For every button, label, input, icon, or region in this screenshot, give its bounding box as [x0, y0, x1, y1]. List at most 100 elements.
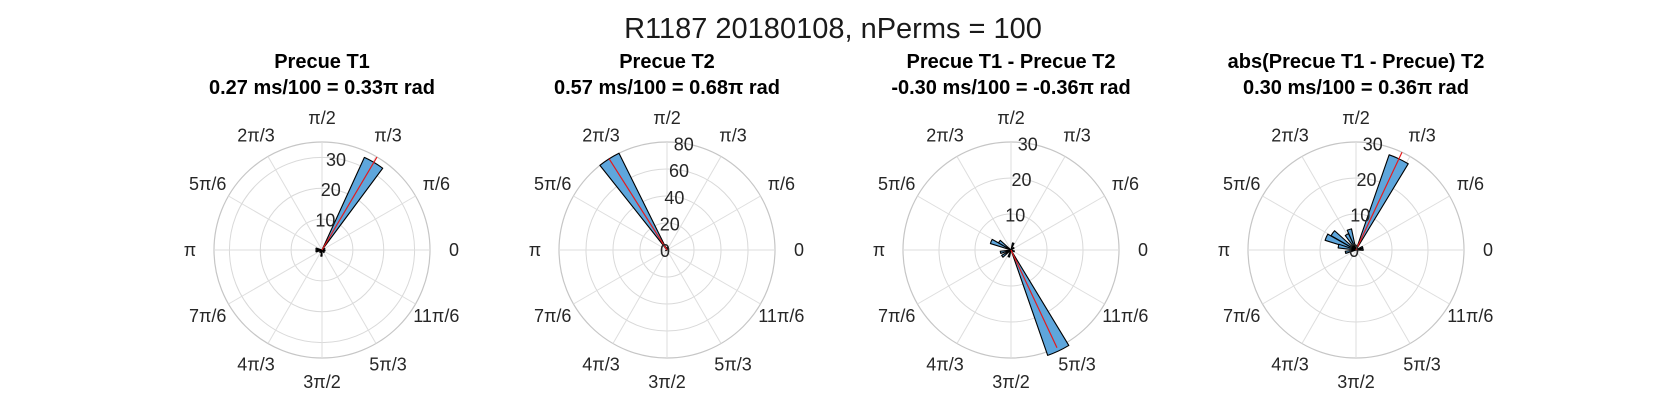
grid-spoke	[666, 156, 722, 251]
theta-tick-label: 5π/3	[1058, 354, 1095, 374]
polar-panel-1: Precue T1 0.27 ms/100 = 0.33π rad 0 π/6 π/…	[184, 51, 460, 392]
theta-tick-label: π/3	[374, 126, 401, 146]
theta-tick-label: π/3	[1063, 126, 1090, 146]
theta-tick-label: 5π/6	[878, 174, 915, 194]
grid-spoke	[666, 195, 761, 251]
mean-direction-line	[1010, 249, 1058, 348]
theta-tick-label: 3π/2	[992, 372, 1029, 392]
theta-tick-label: 5π/6	[189, 174, 226, 194]
grid-spoke	[612, 249, 668, 344]
theta-tick-label: π/2	[653, 108, 680, 128]
grid-spoke	[1010, 249, 1105, 305]
grid-spoke	[321, 195, 416, 251]
r-tick-label: 20	[660, 214, 680, 234]
histogram-bar	[1010, 242, 1015, 251]
grid-spoke	[1301, 249, 1357, 344]
grid-spoke	[1355, 249, 1450, 305]
theta-tick-label: 11π/6	[1447, 306, 1493, 326]
theta-tick-label: π/6	[768, 174, 795, 194]
theta-tick-label: π/2	[1342, 108, 1369, 128]
panel-subtitle: -0.30 ms/100 = -0.36π rad	[891, 77, 1130, 99]
theta-tick-label: 4π/3	[582, 354, 619, 374]
theta-tick-label: π/6	[423, 174, 450, 194]
mean-direction-line	[1355, 152, 1403, 251]
figure-title: R1187 20180108, nPerms = 100	[624, 13, 1042, 45]
histogram-bar	[1010, 249, 1070, 356]
r-tick-label: 20	[321, 180, 341, 200]
theta-tick-label: 5π/3	[1403, 354, 1440, 374]
panel-subtitle: 0.30 ms/100 = 0.36π rad	[1243, 77, 1469, 99]
theta-tick-label: π/2	[308, 108, 335, 128]
histogram-bar	[1355, 245, 1364, 251]
grid-spoke	[666, 249, 761, 305]
theta-tick-label: 3π/2	[1337, 372, 1374, 392]
theta-tick-label: 0	[794, 240, 804, 260]
theta-tick-label: 7π/6	[1223, 306, 1260, 326]
r-tick-label: 0	[660, 241, 670, 261]
histogram-bar	[999, 249, 1012, 254]
panel-subtitle: 0.57 ms/100 = 0.68π rad	[554, 77, 780, 99]
r-tick-label: 0	[1349, 241, 1359, 261]
polar-panel-4: abs(Precue T1 - Precue) T2 0.30 ms/100 =…	[1218, 51, 1494, 392]
theta-tick-label: 7π/6	[189, 306, 226, 326]
r-tick-label: 10	[1350, 206, 1370, 226]
theta-tick-label: 4π/3	[237, 354, 274, 374]
histogram-bar	[1007, 249, 1012, 258]
theta-tick-label: 11π/6	[1102, 306, 1148, 326]
grid-spoke	[917, 249, 1012, 305]
r-tick-label: 60	[669, 161, 689, 181]
panel-title: Precue T1	[274, 51, 370, 73]
panel-subtitle: 0.27 ms/100 = 0.33π rad	[209, 77, 435, 99]
grid-spoke	[1010, 195, 1105, 251]
grid-spoke	[321, 249, 377, 344]
histogram-bar	[1344, 233, 1357, 251]
theta-tick-label: 5π/3	[714, 354, 751, 374]
theta-tick-label: π/3	[719, 126, 746, 146]
theta-tick-label: 0	[1483, 240, 1493, 260]
grid-spoke	[1010, 156, 1066, 251]
r-tick-label: 30	[1363, 135, 1383, 155]
histogram-bar	[315, 249, 323, 253]
theta-tick-label: 0	[449, 240, 459, 260]
histogram-bar	[1337, 243, 1357, 251]
histogram-bar	[1355, 248, 1364, 251]
mean-direction-line	[321, 156, 378, 251]
polar-panel-2: Precue T2 0.57 ms/100 = 0.68π rad 0 π/6 π/…	[529, 51, 805, 392]
theta-tick-label: 5π/3	[369, 354, 406, 374]
histogram-bar	[1355, 154, 1409, 251]
r-tick-label: 10	[315, 211, 335, 231]
grid-spoke	[666, 249, 722, 344]
grid-spoke	[573, 249, 668, 305]
theta-tick-label: π	[529, 240, 541, 260]
theta-tick-label: 2π/3	[926, 126, 963, 146]
grid-spoke	[267, 249, 323, 344]
polar-panel-3: Precue T1 - Precue T2 -0.30 ms/100 = -0.…	[873, 51, 1149, 392]
polar-axes: 0 π/6 π/3 π/2 2π/3 5π/6 π 7π/6 4π/3 3π/2 5π/3 11π/6…	[1218, 108, 1494, 392]
theta-tick-label: 2π/3	[582, 126, 619, 146]
theta-tick-label: π/3	[1408, 126, 1435, 146]
grid-spoke	[228, 195, 323, 251]
r-tick-label: 20	[1011, 170, 1031, 190]
polar-axes: 0 π/6 π/3 π/2 2π/3 5π/6 π 7π/6 4π/3 3π/2 5π/3 11π/6…	[184, 108, 460, 392]
histogram-bar	[321, 156, 384, 251]
panel-title: Precue T1 - Precue T2	[907, 51, 1116, 73]
r-tick-label: 20	[1356, 170, 1376, 190]
theta-tick-label: π/6	[1457, 174, 1484, 194]
grid-spoke	[1355, 249, 1411, 344]
polar-axes: 0 π/6 π/3 π/2 2π/3 5π/6 π 7π/6 4π/3 3π/2 5π/3 11π/6…	[529, 108, 805, 392]
theta-tick-label: 4π/3	[1271, 354, 1308, 374]
theta-tick-label: 4π/3	[926, 354, 963, 374]
panel-title: Precue T2	[619, 51, 715, 73]
panel-title: abs(Precue T1 - Precue) T2	[1228, 51, 1485, 73]
theta-tick-label: 3π/2	[303, 372, 340, 392]
r-tick-label: 30	[1018, 135, 1038, 155]
histogram-bar	[315, 247, 323, 251]
grid-spoke	[956, 156, 1012, 251]
theta-tick-label: 7π/6	[534, 306, 571, 326]
theta-tick-label: 5π/6	[1223, 174, 1260, 194]
theta-tick-label: π	[873, 240, 885, 260]
theta-tick-label: 7π/6	[878, 306, 915, 326]
grid-spoke	[228, 249, 323, 305]
histogram-bar	[1330, 230, 1357, 251]
